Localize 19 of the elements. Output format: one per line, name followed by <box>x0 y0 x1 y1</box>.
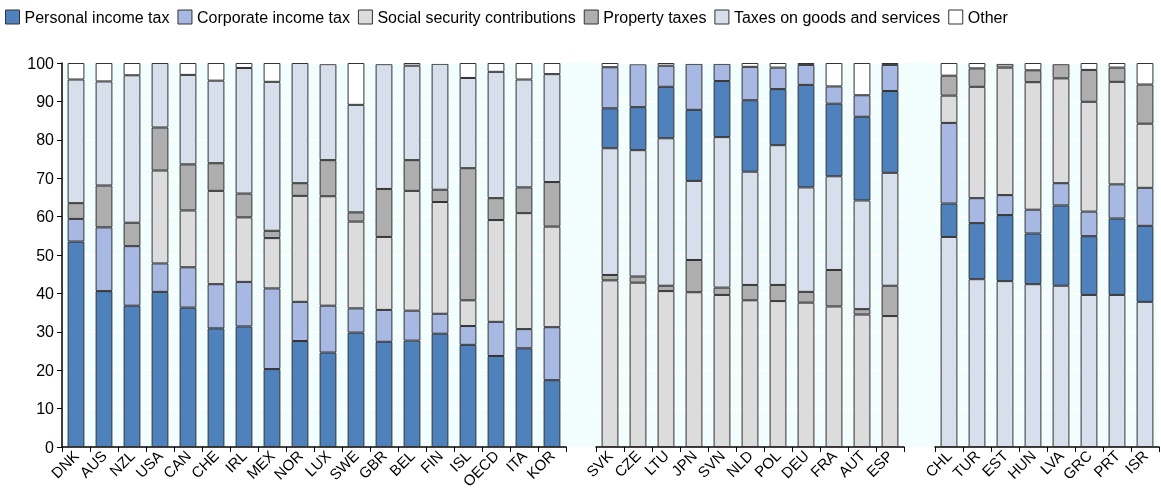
y-tick-label: 50 <box>36 246 55 264</box>
legend-label: Social security contributions <box>377 8 576 26</box>
legend-label: Property taxes <box>603 8 707 26</box>
y-tick-label: 90 <box>36 92 55 110</box>
legend-label: Taxes on goods and services <box>733 8 941 26</box>
legend-label: Personal income tax <box>24 8 170 26</box>
x-tick-label: FIN <box>416 446 447 477</box>
y-tick-label: 100 <box>27 54 55 72</box>
x-tick-label: LTU <box>640 446 673 479</box>
y-tick-label: 20 <box>36 361 55 379</box>
y-tick-label: 30 <box>36 323 55 341</box>
y-tick-label: 80 <box>36 131 55 149</box>
y-tick-label: 70 <box>36 169 55 187</box>
y-tick-label: 10 <box>36 400 55 418</box>
x-tick-label: ISR <box>1121 446 1152 477</box>
y-tick-label: 60 <box>36 208 55 226</box>
y-tick-label: 40 <box>36 284 55 302</box>
legend-label: Corporate income tax <box>196 8 350 26</box>
legend-label: Other <box>967 8 1009 26</box>
